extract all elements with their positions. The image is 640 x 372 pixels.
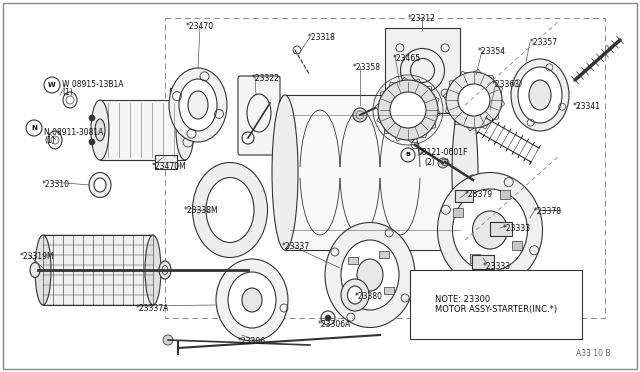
Bar (490, 222, 512, 236)
Text: *23312: *23312 (408, 14, 436, 23)
Text: B: B (406, 153, 410, 157)
Text: (1): (1) (62, 88, 73, 97)
Bar (285, 95, 465, 250)
Bar (385, 28, 460, 113)
Ellipse shape (95, 119, 105, 141)
Text: *23358: *23358 (353, 63, 381, 72)
Text: *23363: *23363 (492, 80, 520, 89)
Ellipse shape (341, 279, 369, 311)
Ellipse shape (472, 211, 508, 249)
Circle shape (458, 84, 490, 116)
Ellipse shape (193, 163, 268, 257)
Text: A33 10 B: A33 10 B (575, 349, 610, 358)
Ellipse shape (341, 240, 399, 310)
Ellipse shape (325, 222, 415, 327)
Ellipse shape (228, 272, 276, 328)
Text: *23357: *23357 (530, 38, 558, 47)
Text: *23306A: *23306A (318, 320, 351, 329)
Text: N: N (31, 125, 37, 131)
Ellipse shape (188, 91, 208, 119)
Text: *23378: *23378 (534, 207, 562, 216)
Ellipse shape (216, 259, 288, 341)
Text: (2): (2) (424, 158, 435, 167)
Ellipse shape (452, 189, 527, 271)
Bar (353, 293, 363, 300)
Text: *23322: *23322 (252, 74, 280, 83)
Ellipse shape (169, 68, 227, 142)
Text: *23380: *23380 (355, 292, 383, 301)
Bar (500, 190, 509, 199)
Text: N 08911-3081A: N 08911-3081A (44, 128, 104, 137)
Ellipse shape (30, 263, 40, 278)
Ellipse shape (94, 178, 106, 192)
Text: *23465: *23465 (393, 54, 421, 63)
Text: 08121-0601F: 08121-0601F (418, 148, 468, 157)
Text: *23318: *23318 (308, 33, 336, 42)
Ellipse shape (511, 59, 569, 131)
Bar (379, 251, 389, 258)
Ellipse shape (438, 173, 543, 288)
Bar (384, 287, 394, 294)
Text: *23306: *23306 (238, 337, 266, 346)
Bar (455, 190, 473, 202)
Ellipse shape (145, 235, 161, 305)
Bar (170, 88, 188, 100)
Bar (512, 241, 522, 250)
Circle shape (325, 315, 331, 321)
Text: *23338M: *23338M (184, 206, 219, 215)
Ellipse shape (242, 288, 262, 312)
Text: W 08915-13B1A: W 08915-13B1A (62, 80, 124, 89)
Text: *23337A: *23337A (136, 304, 170, 313)
Circle shape (353, 108, 367, 122)
Bar (453, 208, 463, 217)
Circle shape (163, 335, 173, 345)
Ellipse shape (452, 95, 478, 250)
Text: *23470M: *23470M (152, 162, 187, 171)
Text: *23310: *23310 (42, 180, 70, 189)
Bar (165, 18, 605, 318)
Text: *23333: *23333 (503, 224, 531, 233)
Ellipse shape (357, 259, 383, 291)
Text: *23319M: *23319M (20, 252, 54, 261)
Text: *23337: *23337 (282, 242, 310, 251)
Ellipse shape (89, 173, 111, 198)
Text: *23341: *23341 (573, 102, 601, 111)
Text: *23333: *23333 (483, 262, 511, 271)
Text: *23354: *23354 (478, 47, 506, 56)
Ellipse shape (35, 235, 51, 305)
Circle shape (89, 115, 95, 121)
Ellipse shape (159, 261, 171, 279)
Ellipse shape (91, 100, 109, 160)
Circle shape (468, 175, 478, 185)
Ellipse shape (176, 100, 194, 160)
Text: (1): (1) (44, 136, 55, 145)
Ellipse shape (272, 95, 298, 250)
Bar (472, 255, 494, 269)
Ellipse shape (179, 79, 217, 131)
Text: *23379: *23379 (465, 190, 493, 199)
Bar (470, 254, 480, 263)
Bar (155, 155, 177, 169)
Circle shape (378, 80, 438, 140)
Ellipse shape (206, 177, 254, 243)
Text: *23470: *23470 (186, 22, 214, 31)
Bar (348, 257, 358, 264)
Circle shape (446, 72, 502, 128)
Ellipse shape (348, 286, 362, 304)
Ellipse shape (518, 67, 562, 123)
Ellipse shape (529, 80, 551, 110)
Circle shape (438, 158, 448, 168)
Circle shape (89, 139, 95, 145)
Text: W: W (48, 82, 56, 88)
Circle shape (390, 92, 426, 128)
Bar (100, 100, 185, 160)
Text: NOTE: 23300
MOTOR ASSY-STARTER(INC.*): NOTE: 23300 MOTOR ASSY-STARTER(INC.*) (435, 295, 557, 314)
FancyBboxPatch shape (238, 76, 280, 155)
Bar (43, 235, 153, 305)
